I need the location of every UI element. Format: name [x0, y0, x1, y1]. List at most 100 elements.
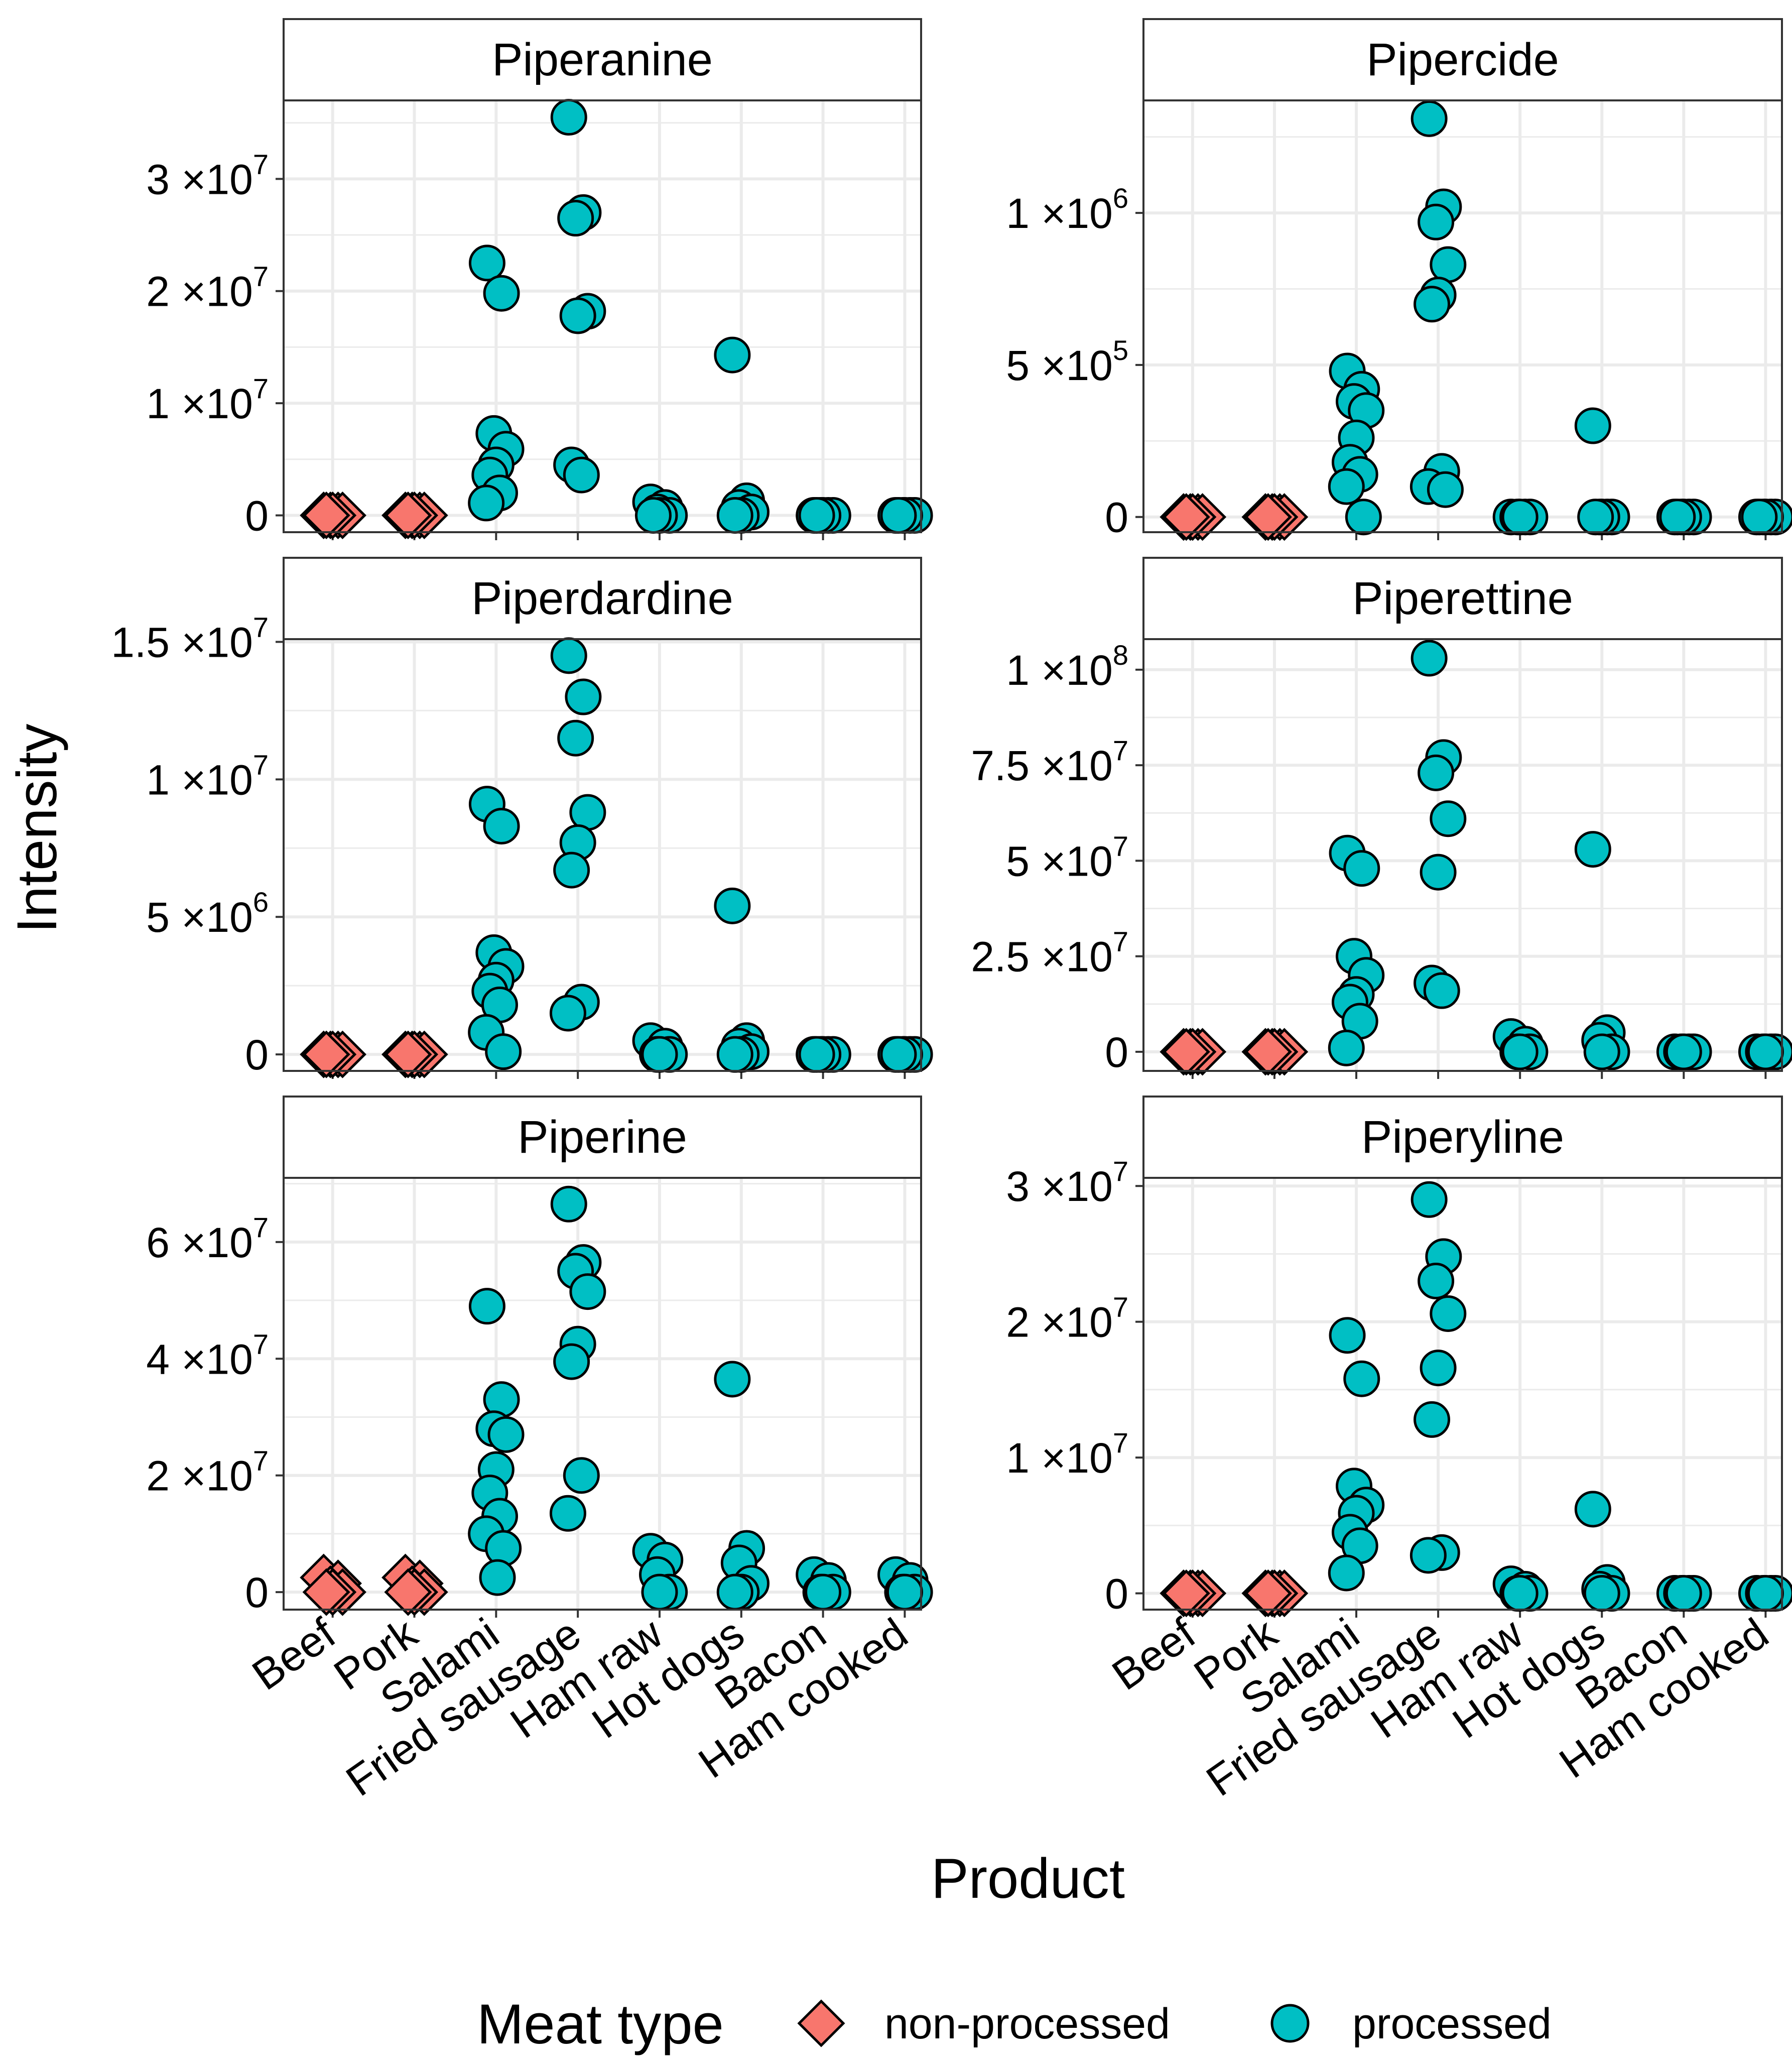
data-point-fried-sausage	[1430, 246, 1467, 283]
data-point-beef	[1162, 1028, 1210, 1076]
data-point-pork	[1244, 1028, 1292, 1076]
y-tick-exponent: 7	[253, 1211, 269, 1243]
y-tick-mantissa: 1	[1006, 190, 1030, 237]
panel-border	[1142, 99, 1783, 533]
data-point-ham-cooked	[1741, 499, 1778, 536]
y-tick-label: 1 ×108	[1006, 639, 1128, 694]
data-point-salami	[1328, 1554, 1365, 1592]
y-tick-label: 5 ×105	[1006, 334, 1128, 389]
data-point-fried-sausage	[1414, 1401, 1451, 1438]
data-point-fried-sausage	[1411, 100, 1448, 137]
data-point-hot-dogs	[716, 1573, 753, 1611]
strip-title: Piperine	[518, 1112, 687, 1163]
y-tick-mantissa: 0	[245, 1031, 269, 1078]
data-point-beef	[302, 1030, 350, 1078]
data-point-fried-sausage	[550, 1185, 587, 1223]
y-tick-times: ×10	[1030, 190, 1113, 237]
data-point-salami	[468, 1288, 505, 1325]
y-tick-exponent: 7	[253, 611, 269, 643]
data-point-salami	[1328, 1029, 1365, 1066]
y-tick-exponent: 7	[1113, 1427, 1128, 1459]
strip-title: Pipercide	[1366, 34, 1559, 85]
data-point-bacon	[1665, 1575, 1702, 1612]
data-point-fried-sausage	[1414, 286, 1451, 323]
data-point-pork	[1244, 1569, 1292, 1618]
y-tick-label: 5 ×106	[146, 886, 269, 941]
data-point-salami	[468, 245, 505, 282]
y-tick-times: ×10	[1030, 1299, 1113, 1346]
data-point-fried-sausage	[1420, 1350, 1457, 1387]
data-point-ham-raw	[1501, 499, 1539, 536]
data-point-beef	[302, 1568, 350, 1616]
y-tick-mantissa: 7.5	[971, 742, 1030, 789]
data-point-hot-dogs	[714, 887, 751, 924]
y-tick-label: 2 ×107	[146, 261, 269, 315]
data-point-hot-dogs	[1574, 407, 1611, 444]
legend-key-processed	[1270, 2004, 1310, 2043]
y-tick-label: 1.5 ×107	[111, 611, 269, 666]
data-point-fried-sausage	[569, 794, 606, 831]
y-tick-label: 0	[245, 1031, 269, 1078]
y-tick-times: ×10	[1030, 742, 1113, 789]
panel-border	[1142, 638, 1783, 1072]
y-tick-mantissa: 5	[146, 894, 170, 941]
strip-background	[283, 557, 922, 640]
data-point-bacon	[798, 1036, 835, 1073]
legend-title: Meat type	[477, 1993, 724, 2055]
data-point-hot-dogs	[1577, 499, 1614, 536]
data-point-ham-raw	[1501, 1033, 1539, 1070]
y-tick-mantissa: 5	[1006, 342, 1030, 389]
strip-background	[1142, 1096, 1783, 1179]
data-point-fried-sausage	[1430, 800, 1467, 837]
data-point-salami	[487, 1416, 525, 1453]
y-axis-title: Intensity	[6, 723, 68, 933]
data-point-hot-dogs	[714, 1361, 751, 1398]
y-tick-label: 1 ×107	[146, 373, 269, 427]
data-point-fried-sausage	[553, 1343, 590, 1380]
data-point-ham-cooked	[880, 1036, 917, 1073]
panel-border	[1142, 1177, 1783, 1611]
y-tick-mantissa: 3	[1006, 1163, 1030, 1210]
data-point-salami	[1343, 850, 1380, 887]
y-tick-exponent: 7	[253, 749, 269, 780]
data-point-fried-sausage	[549, 1495, 586, 1532]
data-point-fried-sausage	[553, 852, 590, 889]
data-point-salami	[485, 1033, 522, 1070]
data-point-fried-sausage	[1410, 1537, 1447, 1574]
data-point-salami	[1329, 1317, 1366, 1354]
data-point-ham-cooked	[1747, 1575, 1784, 1612]
y-tick-mantissa: 0	[245, 492, 269, 539]
data-point-fried-sausage	[1418, 754, 1455, 791]
data-point-hot-dogs	[1583, 1575, 1620, 1612]
y-tick-times: ×10	[1030, 837, 1113, 885]
data-point-pork	[384, 491, 432, 540]
data-point-pork	[384, 1030, 432, 1078]
panel-background	[1143, 639, 1782, 1071]
data-point-fried-sausage	[557, 200, 594, 237]
data-point-beef	[302, 491, 350, 540]
data-point-hot-dogs	[714, 336, 751, 374]
legend-diamond-symbol	[797, 1999, 845, 2047]
data-point-salami	[483, 807, 520, 844]
y-tick-times: ×10	[170, 756, 253, 803]
data-point-hot-dogs	[716, 1036, 753, 1073]
y-tick-times: ×10	[1030, 1163, 1113, 1210]
data-point-bacon	[1659, 499, 1696, 536]
y-tick-times: ×10	[170, 1219, 253, 1266]
strip-title: Piperdardine	[471, 573, 733, 624]
data-point-beef	[1162, 1569, 1210, 1618]
y-tick-exponent: 6	[1113, 182, 1128, 214]
y-tick-times: ×10	[1030, 1434, 1113, 1482]
legend-label-non-processed: non-processed	[884, 2000, 1170, 2048]
y-tick-times: ×10	[1030, 933, 1113, 981]
data-point-fried-sausage	[559, 297, 596, 334]
y-tick-label: 0	[1105, 1029, 1128, 1076]
data-point-fried-sausage	[549, 995, 586, 1032]
y-tick-label: 1 ×106	[1006, 182, 1128, 237]
y-tick-exponent: 7	[253, 148, 269, 180]
y-tick-mantissa: 3	[146, 156, 170, 203]
y-tick-label: 7.5 ×107	[971, 735, 1128, 789]
legend-circle-symbol	[1270, 2004, 1310, 2043]
